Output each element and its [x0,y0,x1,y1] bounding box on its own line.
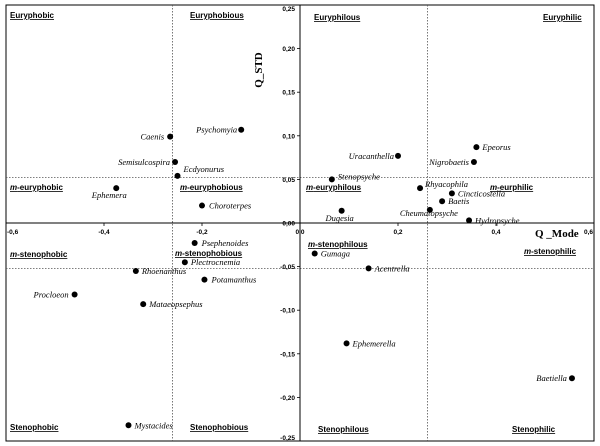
region-m-euryphilous: m-euryphilous [306,183,362,192]
data-point-label: Hydropsyche [474,215,520,225]
data-point [132,267,139,274]
data-point [140,301,147,308]
region-stenophilous: Stenophilous [318,425,369,434]
y-tick-label: -0,20 [280,395,295,402]
x-tick-label: -0,6 [7,229,19,236]
data-points: Caenis Psychomyia Semisulcospira Ecdyonurus… [33,125,575,430]
data-point-label: Baetiella [536,373,567,383]
data-point-label: Rhyacophila [424,179,468,189]
data-point-label: Cincticostella [458,188,505,198]
x-tick-label: -0,2 [196,229,208,236]
data-point-label: Ecdyonurus [183,164,225,174]
y-tick-label: 0,00 [282,221,295,228]
data-point [365,265,372,272]
y-tick-label: 0,25 [282,6,295,13]
y-tick-label: 0,20 [282,46,295,53]
x-tick-label: 0,4 [491,229,500,236]
data-point-label: Cheumatopsyche [400,208,458,218]
data-point [338,207,345,214]
data-point-label: Potamanthus [210,275,257,285]
data-point-label: Mystacides [134,420,174,430]
data-point [174,172,181,179]
y-tick-label: -0,25 [280,435,295,442]
data-point-label: Dugesia [324,213,353,223]
data-point-label: Semisulcospira [118,157,170,167]
region-m-stenophilic: m-stenophilic [524,247,577,256]
region-stenophilic: Stenophilic [512,425,556,434]
data-point-label: Stenopsyche [338,171,380,181]
y-tick-label: -0,10 [280,308,295,315]
y-tick-label: -0,05 [280,264,295,271]
region-euryphobious: Euryphobious [190,11,244,20]
x-tick-label: 0,2 [393,229,402,236]
region-m-euryphobic: m-euryphobic [10,183,63,192]
region-euryphilous: Euryphilous [314,13,361,22]
region-euryphobic: Euryphobic [10,11,55,20]
data-point-label: Rhoenanthus [141,266,187,276]
data-point [470,158,477,165]
data-point [311,250,318,257]
y-tick-label: 0,10 [282,133,295,140]
data-point-label: Baetis [448,196,470,206]
y-tick-label: 0,05 [282,177,295,184]
region-stenophobious: Stenophobious [190,423,249,432]
data-point [181,259,188,266]
data-point [328,176,335,183]
data-point-label: Ephemerella [352,338,396,348]
x-tick-label: -0,4 [98,229,110,236]
data-point [191,240,198,247]
data-point-label: Mataeopsephus [148,299,203,309]
data-point [113,185,120,192]
data-point [426,206,433,213]
data-point-label: Ephemera [91,190,127,200]
region-m-eurphilic: m-eurphilic [490,183,534,192]
y-tick-label: 0,15 [282,90,295,97]
y-tick-label: -0,15 [280,351,295,358]
data-point-label: Psychomyia [195,125,237,135]
data-point [238,126,245,133]
y-ticks: 0,25 0,20 0,15 0,10 0,05 0,00 -0,05 -0,10 -0,15 -… [280,4,300,442]
data-point-label: Psephenoides [201,238,249,248]
x-ticks: -0,6 -0,4 -0,2 0,0 0,2 0,4 0,6 [5,223,595,236]
region-m-stenophobious: m-stenophobious [175,249,243,258]
data-point-label: Choroterpes [209,201,252,211]
data-point [448,190,455,197]
data-point-label: Plectrocnemia [190,257,240,267]
data-point-label: Nigrobaetis [428,157,470,167]
data-point [473,144,480,151]
x-axis-title: Q _Mode [535,228,579,240]
data-point [466,217,473,224]
data-point-label: Acentrella [374,263,410,273]
data-point [167,133,174,140]
data-point [125,422,132,429]
y-axis-title: Q_STD [253,52,265,88]
data-point [201,276,208,283]
data-point [172,158,179,165]
region-m-stenophilous: m-stenophilous [308,240,368,249]
data-point-label: Procloeon [33,290,69,300]
region-m-euryphobious: m-euryphobious [180,183,243,192]
data-point [439,198,446,205]
x-tick-label: 0,0 [295,229,304,236]
data-point-label: Epeorus [481,142,511,152]
data-point [568,375,575,382]
region-stenophobic: Stenophobic [10,423,59,432]
data-point [71,291,78,298]
region-euryphilic: Euryphilic [543,13,582,22]
data-point-label: Uracanthella [349,151,394,161]
data-point-label: Gumaga [321,249,350,259]
region-m-stenophobic: m-stenophobic [10,250,68,259]
data-point [417,185,424,192]
data-point-label: Caenis [141,132,165,142]
data-point [395,152,401,159]
x-tick-label: 0,6 [584,229,593,236]
data-point [343,340,350,347]
data-point [199,202,205,209]
